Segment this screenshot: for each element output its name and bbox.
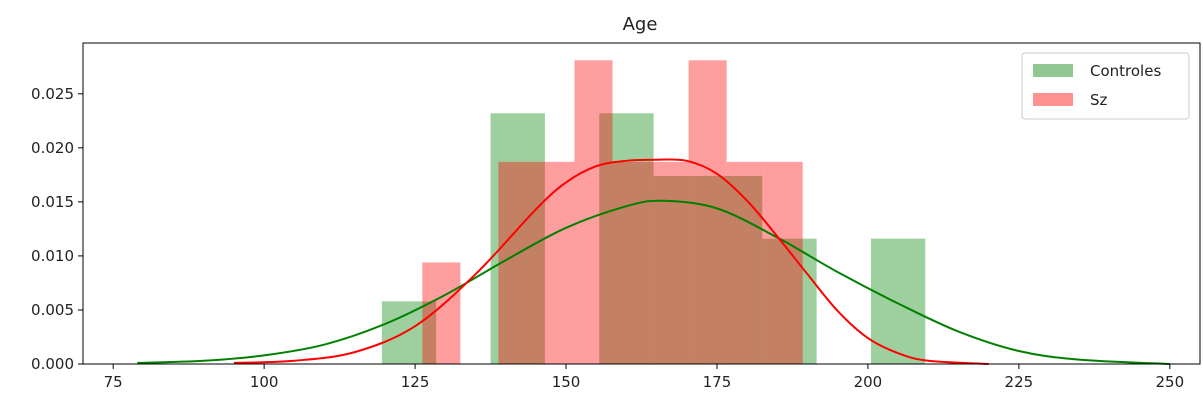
kde-layer xyxy=(137,158,1170,365)
y-tick-label: 0.000 xyxy=(31,355,74,373)
chart-title: Age xyxy=(623,14,658,35)
legend: Controles Sz xyxy=(1021,52,1190,120)
histogram-bar-sz-5 xyxy=(612,161,651,364)
x-tick-label: 200 xyxy=(854,373,883,391)
kde-line-controles xyxy=(137,199,1170,365)
histogram-bar-sz-0 xyxy=(422,262,461,364)
histogram-bar-controles-2 xyxy=(490,113,545,364)
x-tick-label: 150 xyxy=(552,373,581,391)
histogram-bar-controles-0 xyxy=(381,301,437,364)
x-tick-label: 100 xyxy=(250,373,279,391)
histogram-bar-sz-6 xyxy=(650,161,689,364)
histogram-bar-sz-2 xyxy=(498,161,537,364)
y-tick-label: 0.005 xyxy=(31,301,74,319)
x-tick-label: 250 xyxy=(1155,373,1184,391)
y-axis: 0.000 0.005 0.010 0.015 0.020 0.025 xyxy=(31,85,83,373)
y-tick-label: 0.015 xyxy=(31,193,74,211)
histogram-bar-sz-7 xyxy=(688,60,727,364)
histogram-bar-sz-8 xyxy=(726,161,765,364)
kde-line-sz xyxy=(233,158,989,365)
y-tick-label: 0.010 xyxy=(31,247,74,265)
histogram-bar-controles-7 xyxy=(762,238,817,364)
legend-label-controles: Controles xyxy=(1090,62,1161,80)
plot-frame xyxy=(82,42,1201,365)
histogram-bar-sz-3 xyxy=(536,161,575,364)
y-tick-label: 0.020 xyxy=(31,139,74,157)
legend-label-sz: Sz xyxy=(1090,91,1108,109)
histogram-bar-sz-9 xyxy=(764,161,803,364)
x-tick-label: 225 xyxy=(1005,373,1034,391)
histogram-bar-controles-4 xyxy=(599,113,654,364)
legend-box xyxy=(1021,52,1190,120)
legend-swatch-controles xyxy=(1033,64,1073,77)
x-axis: 75 100 125 150 175 200 225 250 xyxy=(104,364,1184,391)
legend-swatch-sz xyxy=(1033,93,1073,106)
x-tick-label: 125 xyxy=(401,373,430,391)
x-tick-label: 75 xyxy=(104,373,123,391)
x-tick-label: 175 xyxy=(703,373,732,391)
histogram-bar-controles-9 xyxy=(870,238,926,364)
y-tick-label: 0.025 xyxy=(31,85,74,103)
bars-layer xyxy=(381,60,926,364)
histogram-bar-controles-5 xyxy=(653,175,708,364)
